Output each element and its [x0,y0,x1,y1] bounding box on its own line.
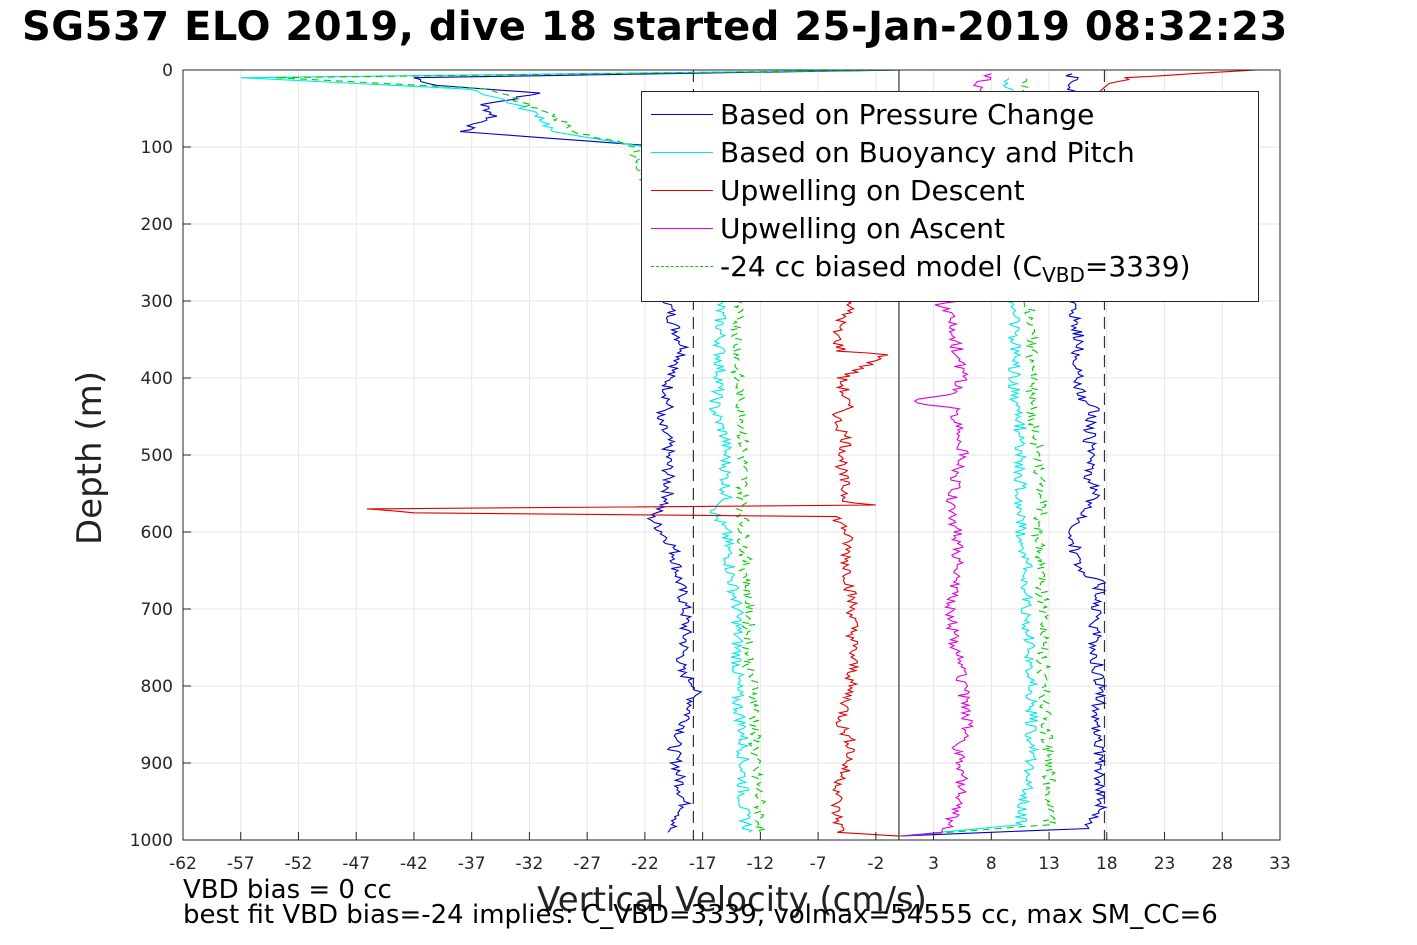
y-tick-label-3: 300 [141,292,173,312]
legend-item-upwelling-ascent: Upwelling on Ascent [642,210,1258,248]
x-tick-label-19: 33 [1269,854,1291,874]
legend-swatch-biased-model [651,266,713,267]
y-tick-label-10: 1000 [130,831,173,851]
y-tick-label-0: 0 [162,61,173,81]
x-tick-label-0: -62 [169,854,197,874]
legend-item-upwelling-descent: Upwelling on Descent [642,172,1258,210]
x-tick-label-9: -17 [689,854,717,874]
x-axis-ticks: -62 -57 -52 -47 -42 -37 -32 -27 -22 -17 -12 -7 -2 3 8 1… [169,832,1291,874]
x-tick-label-15: 13 [1038,854,1060,874]
y-tick-label-2: 200 [141,215,173,235]
x-axis-label: Vertical Velocity (cm/s) [537,880,927,920]
x-tick-label-2: -52 [285,854,313,874]
legend-swatch-upwelling-descent [651,190,713,191]
legend-label-buoyancy-pitch: Based on Buoyancy and Pitch [720,136,1135,169]
x-tick-label-11: -7 [810,854,827,874]
legend-item-pressure-change: Based on Pressure Change [642,96,1258,134]
x-tick-label-18: 28 [1211,854,1233,874]
legend-label-biased-model-tail: =3339) [1084,250,1191,283]
x-tick-label-3: -47 [342,854,370,874]
y-tick-label-8: 800 [141,677,173,697]
legend-swatch-pressure-change [651,114,713,115]
x-tick-label-16: 18 [1096,854,1118,874]
legend-label-biased-model-sub: VBD [1042,263,1085,287]
x-tick-label-1: -57 [227,854,255,874]
x-tick-label-4: -42 [400,854,428,874]
legend-item-buoyancy-pitch: Based on Buoyancy and Pitch [642,134,1258,172]
legend-swatch-upwelling-ascent [651,228,713,229]
legend-swatch-buoyancy-pitch [651,152,713,153]
y-axis-ticks: 0 100 200 300 400 500 600 700 800 900 1000 [130,61,191,851]
x-tick-label-17: 23 [1154,854,1176,874]
x-tick-label-12: -2 [867,854,884,874]
x-tick-label-8: -22 [631,854,659,874]
y-tick-label-1: 100 [141,138,173,158]
legend-label-upwelling-ascent: Upwelling on Ascent [720,212,1006,245]
y-tick-label-9: 900 [141,754,173,774]
y-tick-label-6: 600 [141,523,173,543]
x-tick-label-5: -37 [458,854,486,874]
legend-item-biased-model: -24 cc biased model (CVBD=3339) [642,248,1258,287]
footer-best-fit: best fit VBD bias=-24 implies: C_VBD=333… [183,900,1218,930]
y-tick-label-5: 500 [141,446,173,466]
x-tick-label-10: -12 [746,854,774,874]
footer-vbd-bias: VBD bias = 0 cc [183,875,392,905]
y-tick-label-7: 700 [141,600,173,620]
y-tick-label-4: 400 [141,369,173,389]
legend-label-biased-model-main: -24 cc biased model (C [720,250,1043,283]
legend: Based on Pressure Change Based on Buoyan… [641,91,1259,302]
legend-label-pressure-change: Based on Pressure Change [720,98,1095,131]
legend-label-upwelling-descent: Upwelling on Descent [720,174,1025,207]
legend-label-biased-model: -24 cc biased model (CVBD=3339) [720,250,1191,287]
chart-title: SG537 ELO 2019, dive 18 started 25-Jan-2… [22,4,1288,50]
x-tick-label-14: 8 [986,854,997,874]
x-tick-label-13: 3 [928,854,939,874]
x-tick-label-7: -27 [573,854,601,874]
y-axis-label: Depth (m) [70,370,110,546]
x-tick-label-6: -32 [516,854,544,874]
